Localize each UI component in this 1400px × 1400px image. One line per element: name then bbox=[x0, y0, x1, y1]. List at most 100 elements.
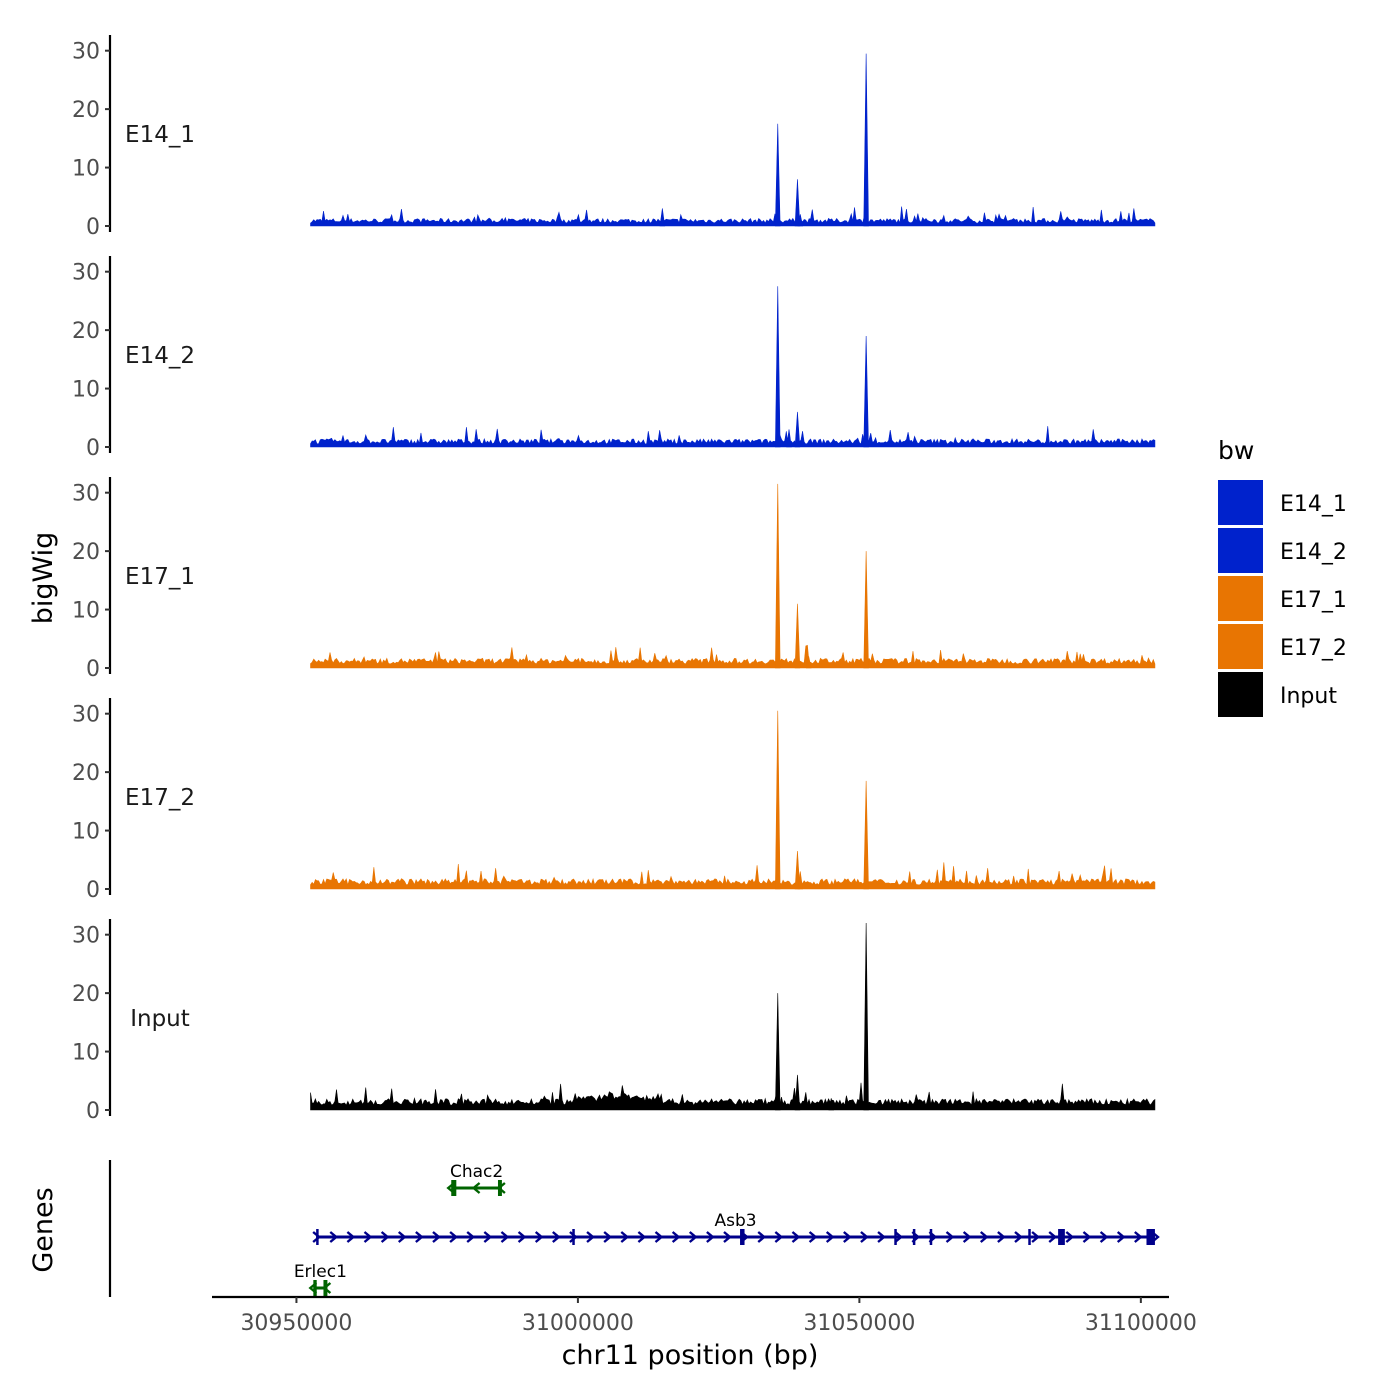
strand-arrow bbox=[774, 1231, 784, 1243]
strand-arrow bbox=[877, 1231, 886, 1243]
strand-arrow bbox=[791, 1231, 801, 1243]
y-tick-label: 20 bbox=[72, 319, 100, 344]
strand-arrow bbox=[380, 1231, 390, 1243]
strand-arrow bbox=[979, 1231, 989, 1243]
y-tick-label: 20 bbox=[72, 540, 100, 565]
strand-arrow bbox=[586, 1231, 595, 1243]
strand-arrow bbox=[569, 1231, 578, 1243]
y-tick-label: 10 bbox=[72, 599, 100, 624]
signal-peak bbox=[863, 335, 869, 448]
signal-peak bbox=[794, 179, 801, 227]
strand-arrow bbox=[329, 1231, 339, 1243]
y-tick-label: 30 bbox=[72, 261, 100, 286]
strand-arrow bbox=[654, 1231, 664, 1243]
gene-Chac2: Chac2 bbox=[446, 1162, 506, 1196]
strand-arrow bbox=[363, 1231, 373, 1243]
gene-exon bbox=[1028, 1229, 1031, 1245]
signal-peak bbox=[775, 993, 781, 1111]
signal-area bbox=[310, 862, 1156, 890]
strand-arrow bbox=[962, 1231, 972, 1243]
signal-tracks: 0 10 20 30 E14_1 0 10 20 30 E14_2 0 10 20 30 E17_1 0 10 2… bbox=[72, 35, 1156, 1124]
x-tick-label: 31000000 bbox=[522, 1311, 634, 1336]
strand-arrow bbox=[671, 1231, 681, 1243]
signal-peak bbox=[794, 603, 801, 669]
signal-peak bbox=[794, 411, 801, 448]
signal-peak bbox=[863, 922, 869, 1111]
legend-key bbox=[1218, 576, 1263, 621]
signal-peak bbox=[797, 214, 804, 227]
signal-peak bbox=[797, 871, 804, 890]
strand-arrow bbox=[997, 1231, 1006, 1243]
strand-arrow bbox=[312, 1231, 322, 1243]
signal-peak bbox=[863, 53, 869, 227]
x-axis-title: chr11 position (bp) bbox=[562, 1340, 819, 1371]
gene-exon bbox=[1058, 1229, 1065, 1245]
track-label: E14_2 bbox=[125, 343, 195, 369]
gene-exon bbox=[323, 1280, 328, 1296]
y-tick-label: 10 bbox=[72, 378, 100, 403]
track-label: Input bbox=[130, 1006, 190, 1032]
signal-peak bbox=[794, 850, 801, 890]
gene-label: Chac2 bbox=[450, 1162, 503, 1182]
strand-arrow bbox=[706, 1231, 715, 1243]
strand-arrow bbox=[894, 1231, 904, 1243]
legend: bw E14_1 E14_2 E17_1 E17_2 Input bbox=[1218, 436, 1347, 717]
signal-area bbox=[310, 644, 1156, 669]
strand-arrow bbox=[346, 1231, 356, 1243]
legend-entry-label: E17_1 bbox=[1280, 588, 1347, 613]
gene-label: Asb3 bbox=[714, 1211, 756, 1231]
signal-area bbox=[310, 1082, 1156, 1111]
y-tick-label: 30 bbox=[72, 924, 100, 949]
signal-peak bbox=[775, 123, 781, 227]
y-tick-label: 30 bbox=[72, 482, 100, 507]
signal-peak bbox=[775, 483, 781, 669]
strand-arrow bbox=[637, 1231, 647, 1243]
gene-exon bbox=[497, 1180, 502, 1196]
signal-peak bbox=[786, 429, 792, 448]
gene-exon bbox=[740, 1229, 745, 1245]
signal-peak bbox=[828, 1098, 835, 1111]
gene-label: Erlec1 bbox=[294, 1262, 347, 1282]
gene-exon bbox=[912, 1229, 916, 1245]
legend-entry-label: E14_1 bbox=[1280, 492, 1347, 517]
signal-peak bbox=[659, 208, 666, 227]
strand-arrow bbox=[1031, 1231, 1040, 1243]
strand-arrow bbox=[1099, 1231, 1109, 1243]
y-axis-title: bigWig bbox=[28, 532, 59, 625]
strand-arrow bbox=[1082, 1231, 1092, 1243]
signal-area bbox=[310, 426, 1156, 448]
track-E17_1: 0 10 20 30 E17_1 bbox=[72, 477, 1156, 682]
track-Input: 0 10 20 30 Input bbox=[72, 919, 1156, 1124]
track-E14_1: 0 10 20 30 E14_1 bbox=[72, 35, 1156, 240]
gene-Erlec1: Erlec1 bbox=[294, 1262, 347, 1296]
strand-arrow bbox=[500, 1231, 510, 1243]
legend-entry-label: E17_2 bbox=[1280, 636, 1347, 661]
strand-arrow bbox=[1134, 1231, 1143, 1243]
legend-entry-label: E14_2 bbox=[1280, 540, 1347, 565]
track-label: E14_1 bbox=[125, 122, 195, 148]
track-label: E17_1 bbox=[125, 564, 195, 590]
y-tick-label: 0 bbox=[86, 215, 100, 240]
y-tick-label: 10 bbox=[72, 1041, 100, 1066]
gene-exon bbox=[313, 1280, 317, 1296]
strand-arrow bbox=[449, 1231, 458, 1243]
x-axis: 30950000 31000000 31050000 31100000 bbox=[212, 1295, 1197, 1336]
signal-peak bbox=[775, 286, 781, 448]
strand-arrow bbox=[603, 1231, 613, 1243]
signal-peak bbox=[775, 710, 781, 890]
strand-arrow bbox=[757, 1231, 767, 1243]
gene-exon bbox=[572, 1229, 575, 1245]
y-tick-label: 10 bbox=[72, 820, 100, 845]
gene-exon bbox=[1146, 1229, 1155, 1245]
y-tick-label: 10 bbox=[72, 157, 100, 182]
y-tick-label: 20 bbox=[72, 98, 100, 123]
signal-peak bbox=[863, 551, 869, 669]
legend-entry-label: Input bbox=[1280, 684, 1337, 709]
y-tick-label: 0 bbox=[86, 1099, 100, 1124]
x-tick-label: 30950000 bbox=[240, 1311, 352, 1336]
strand-arrow bbox=[517, 1231, 527, 1243]
strand-arrow bbox=[620, 1231, 630, 1243]
strand-arrow bbox=[1048, 1231, 1058, 1243]
track-E17_2: 0 10 20 30 E17_2 bbox=[72, 698, 1156, 903]
